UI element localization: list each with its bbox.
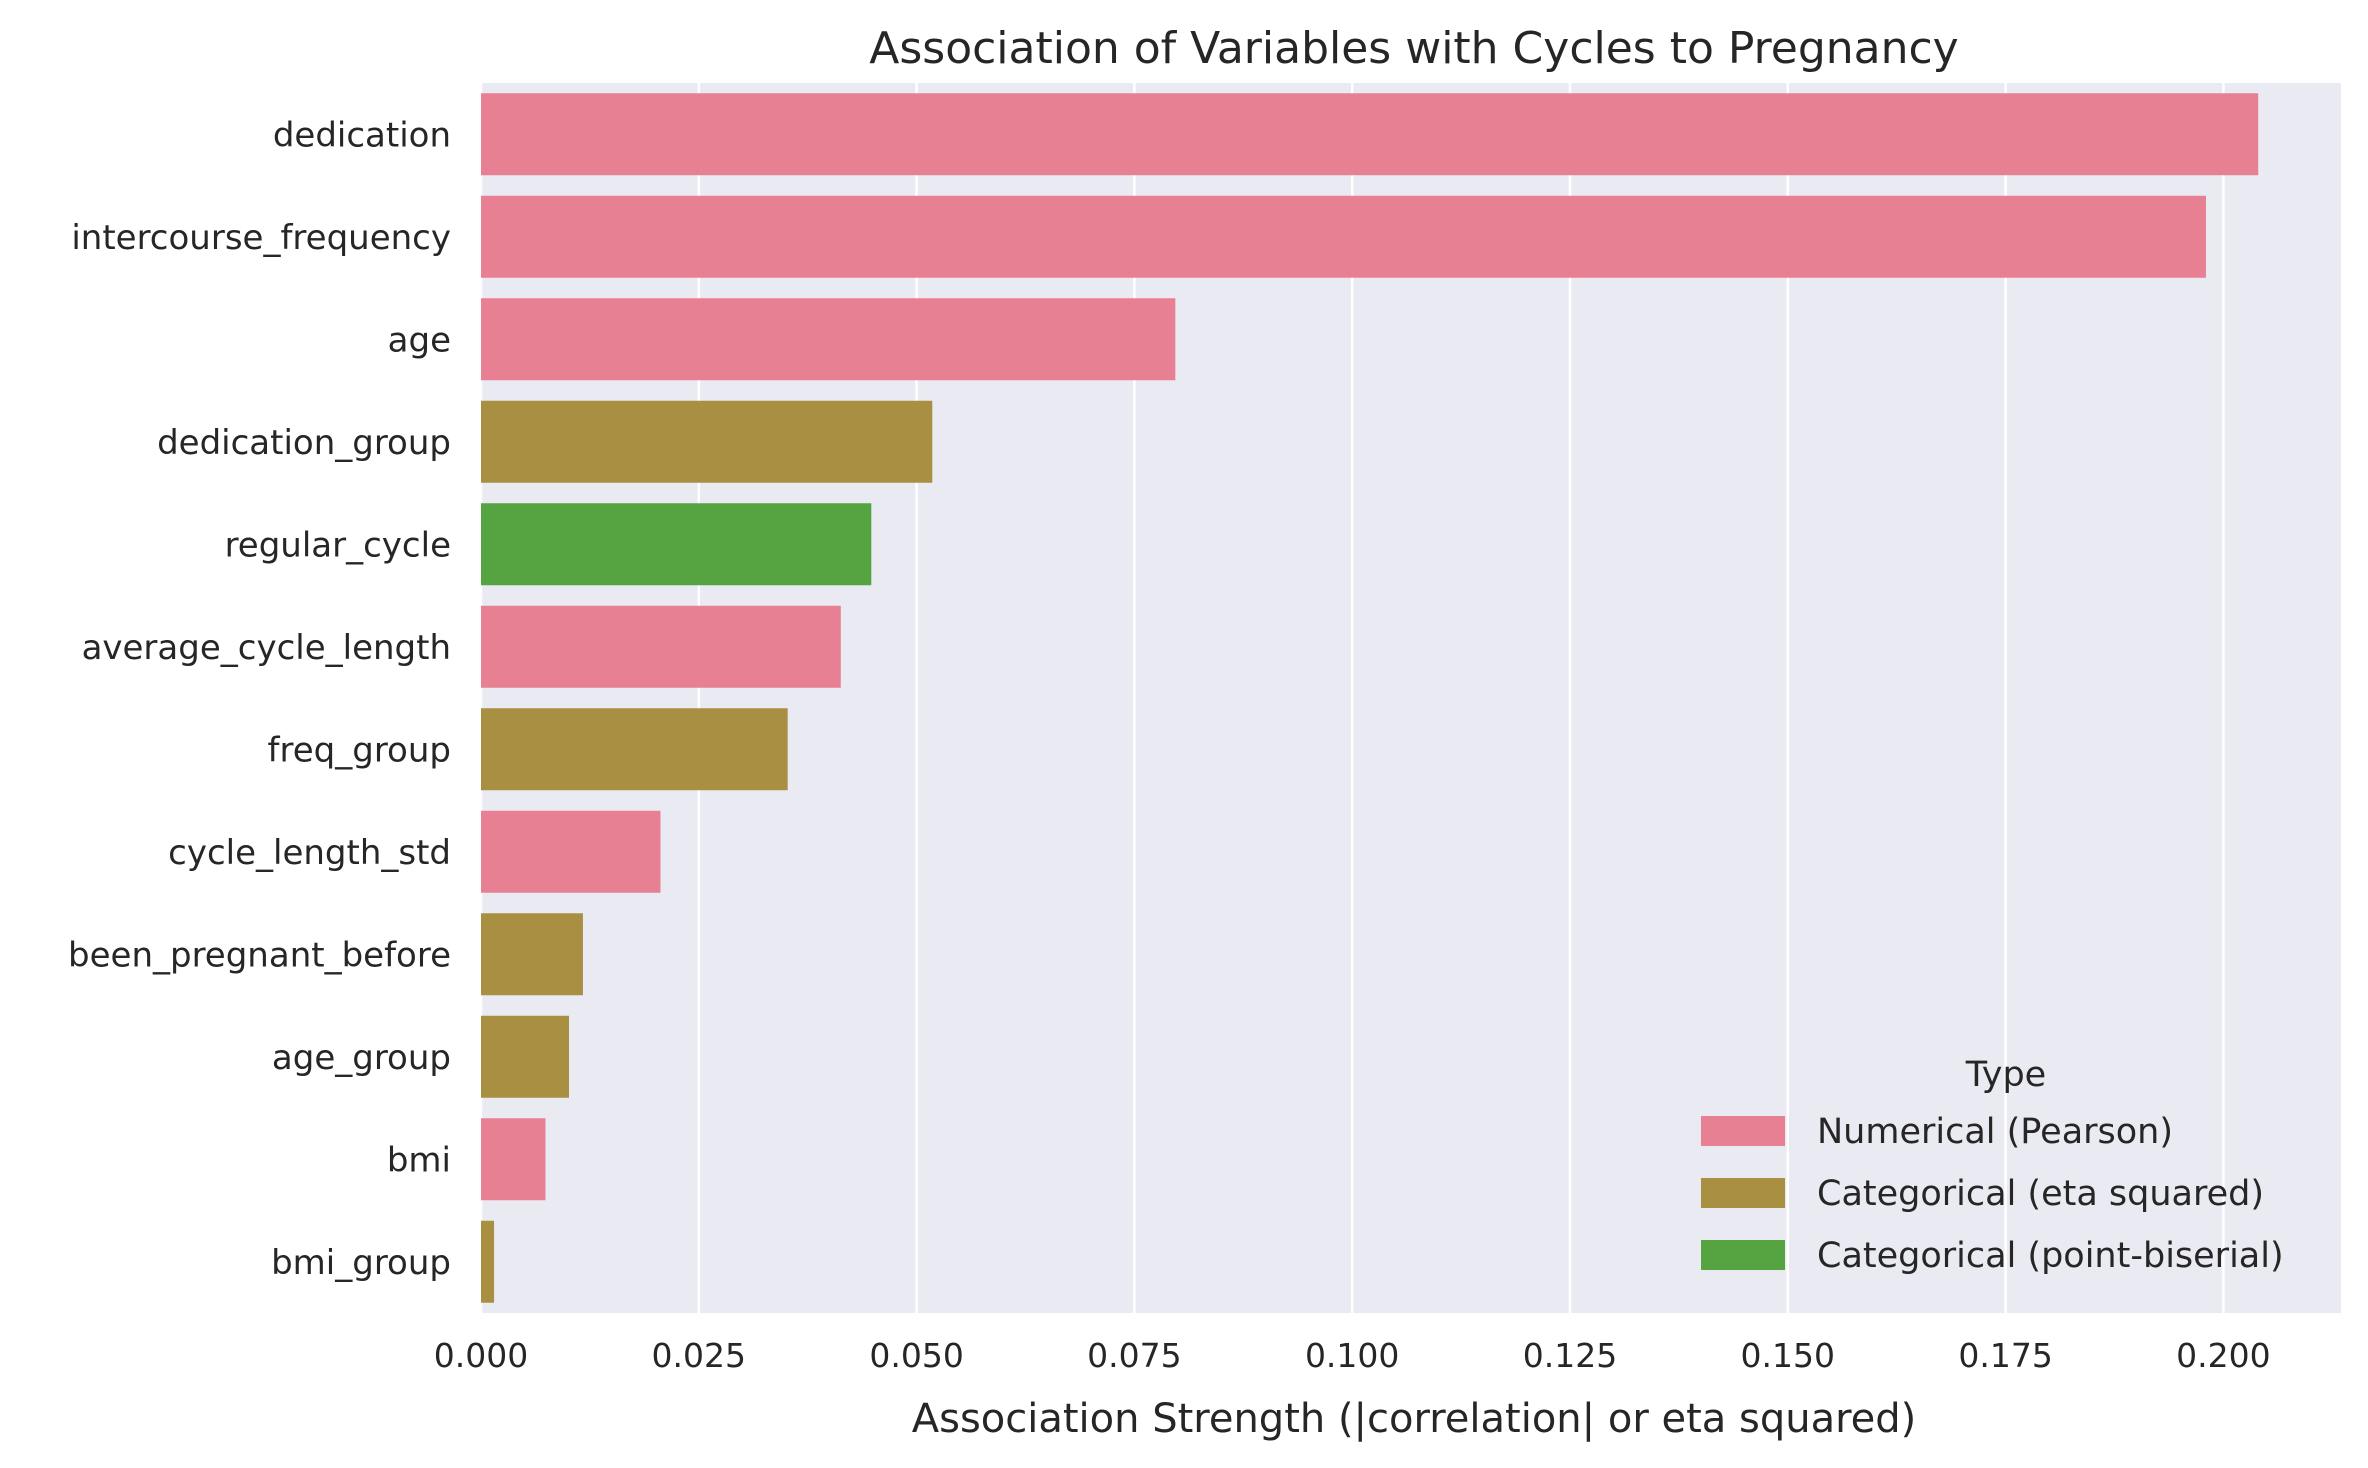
x-tick-label: 0.125 <box>1523 1336 1617 1375</box>
legend-swatch <box>1701 1116 1785 1146</box>
y-tick-label: regular_cycle <box>225 525 451 565</box>
y-tick-label: been_pregnant_before <box>68 935 451 975</box>
bar-intercourse-frequency <box>481 195 2206 278</box>
bar-age-group <box>481 1015 569 1098</box>
x-tick-label: 0.000 <box>434 1336 528 1375</box>
bar-dedication <box>481 93 2259 176</box>
y-tick-label: dedication_group <box>157 423 451 463</box>
legend-label: Categorical (eta squared) <box>1817 1174 2264 1214</box>
x-tick-label: 0.075 <box>1087 1336 1181 1375</box>
legend-swatch <box>1701 1178 1785 1208</box>
bar-regular-cycle <box>481 503 872 586</box>
legend-swatch <box>1701 1240 1785 1270</box>
legend: Type Numerical (Pearson) Categorical (eta… <box>1701 1055 2284 1276</box>
bar-cycle-length-std <box>481 810 661 893</box>
y-tick-label: bmi <box>387 1140 451 1180</box>
bar-been-pregnant-before <box>481 913 583 996</box>
x-axis-label: Association Strength (|correlation| or e… <box>912 1396 1917 1442</box>
y-tick-label: bmi_group <box>271 1243 451 1283</box>
bar-average-cycle-length <box>481 605 841 688</box>
y-tick-label: dedication <box>273 115 451 155</box>
bar-bmi <box>481 1118 546 1201</box>
x-tick-label: 0.050 <box>869 1336 963 1375</box>
bar-age <box>481 298 1176 381</box>
x-tick-labels: 0.000 0.025 0.050 0.075 0.100 0.125 0.150 0.175… <box>434 1336 2271 1375</box>
bar-dedication-group <box>481 400 933 483</box>
x-tick-label: 0.200 <box>2176 1336 2270 1375</box>
gridlines <box>479 83 2225 1313</box>
x-tick-label: 0.025 <box>652 1336 746 1375</box>
plot-area <box>481 83 2341 1313</box>
y-tick-label: cycle_length_std <box>168 833 451 873</box>
bar-freq-group <box>481 708 788 791</box>
y-tick-label: intercourse_frequency <box>71 218 451 258</box>
y-tick-label: freq_group <box>268 730 451 770</box>
x-tick-label: 0.175 <box>1958 1336 2052 1375</box>
legend-title: Type <box>1965 1055 2046 1095</box>
x-tick-label: 0.150 <box>1741 1336 1835 1375</box>
y-tick-label: age <box>388 320 451 360</box>
bars <box>481 93 2259 1303</box>
legend-label: Numerical (Pearson) <box>1817 1112 2173 1152</box>
chart-title: Association of Variables with Cycles to … <box>869 23 1958 74</box>
y-tick-label: age_group <box>272 1038 451 1078</box>
y-tick-label: average_cycle_length <box>82 628 451 668</box>
legend-label: Categorical (point-biserial) <box>1817 1236 2284 1276</box>
x-tick-label: 0.100 <box>1305 1336 1399 1375</box>
bar-bmi-group <box>481 1220 495 1303</box>
